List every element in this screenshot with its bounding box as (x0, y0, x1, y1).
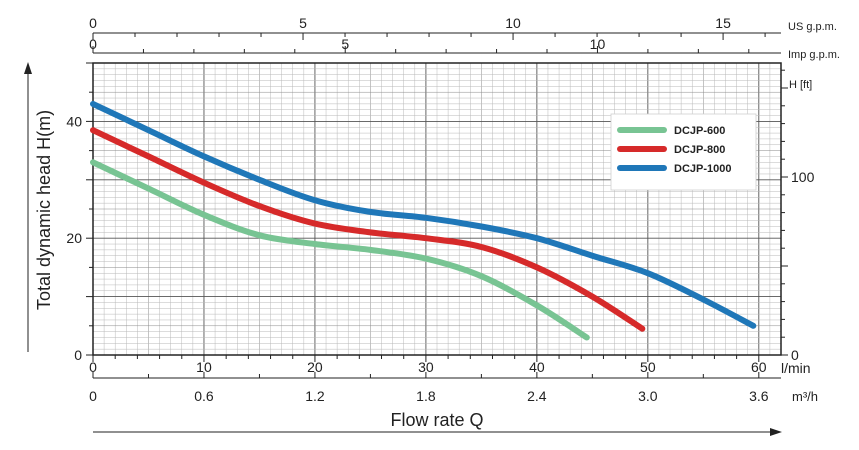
x-tick-label: 50 (640, 359, 656, 375)
x-axis-title: Flow rate Q (390, 410, 483, 430)
legend-label-dcjp-600: DCJP-600 (674, 125, 725, 137)
legend-label-dcjp-800: DCJP-800 (674, 144, 725, 156)
y-tick-label: 20 (66, 230, 82, 246)
x-tick-label: 10 (196, 359, 212, 375)
top-us-tick-label: 15 (715, 15, 731, 31)
ft-ticks: 0 100 (781, 69, 815, 363)
m3h-tick-label: 3.0 (638, 388, 658, 404)
x-tick-label: 0 (89, 359, 97, 375)
legend: DCJP-600 DCJP-800 DCJP-1000 (610, 113, 757, 191)
top-us-tick-label: 0 (89, 15, 97, 31)
top-us-tick-label: 10 (505, 15, 521, 31)
top-imp-tick-label: 0 (89, 36, 97, 52)
x-unit-label: l/min (781, 360, 811, 376)
m3h-tick-label: 3.6 (749, 388, 769, 404)
m3h-ticks: 0 0.6 1.2 1.8 2.4 3.0 3.6 (89, 372, 769, 404)
m3h-tick-label: 1.8 (416, 388, 436, 404)
m3h-tick-label: 2.4 (527, 388, 547, 404)
y-tick-label: 40 (66, 113, 82, 129)
top-us-tick-label: 5 (299, 15, 307, 31)
m3h-tick-label: 0.6 (194, 388, 214, 404)
x-tick-label: 40 (529, 359, 545, 375)
x-axis-arrowhead (770, 428, 782, 436)
x-tick-label: 30 (418, 359, 434, 375)
x-tick-label: 20 (307, 359, 323, 375)
top-imp-ticks: 0 5 10 (89, 36, 750, 53)
y-ticks: 0 20 40 (66, 62, 93, 363)
ft-tick-label: 0 (791, 347, 799, 363)
m3h-tick-label: 0 (89, 388, 97, 404)
m3h-unit-label: m³/h (792, 389, 818, 404)
top-imp-tick-label: 5 (341, 36, 349, 52)
y-tick-label: 0 (74, 347, 82, 363)
top-imp-unit-label: Imp g.p.m. (788, 49, 840, 61)
ft-tick-label: 100 (791, 169, 815, 185)
series-lines (90, 100, 757, 341)
x-ticks: 0 10 20 30 40 50 60 (89, 355, 767, 375)
top-imp-tick-label: 10 (590, 36, 606, 52)
top-us-ticks: 0 5 10 15 (89, 15, 766, 40)
m3h-tick-label: 1.2 (305, 388, 325, 404)
series-line-dcjp-600 (90, 159, 590, 341)
top-us-unit-label: US g.p.m. (788, 21, 837, 33)
y-axis-title: Total dynamic head H(m) (34, 110, 54, 310)
series-line-dcjp-1000 (90, 100, 757, 329)
y-axis-arrowhead (24, 62, 32, 74)
legend-label-dcjp-1000: DCJP-1000 (674, 163, 731, 175)
right-unit-label: H [ft] (789, 79, 812, 91)
x-tick-label: 60 (751, 359, 767, 375)
series-line-dcjp-800 (90, 127, 646, 332)
